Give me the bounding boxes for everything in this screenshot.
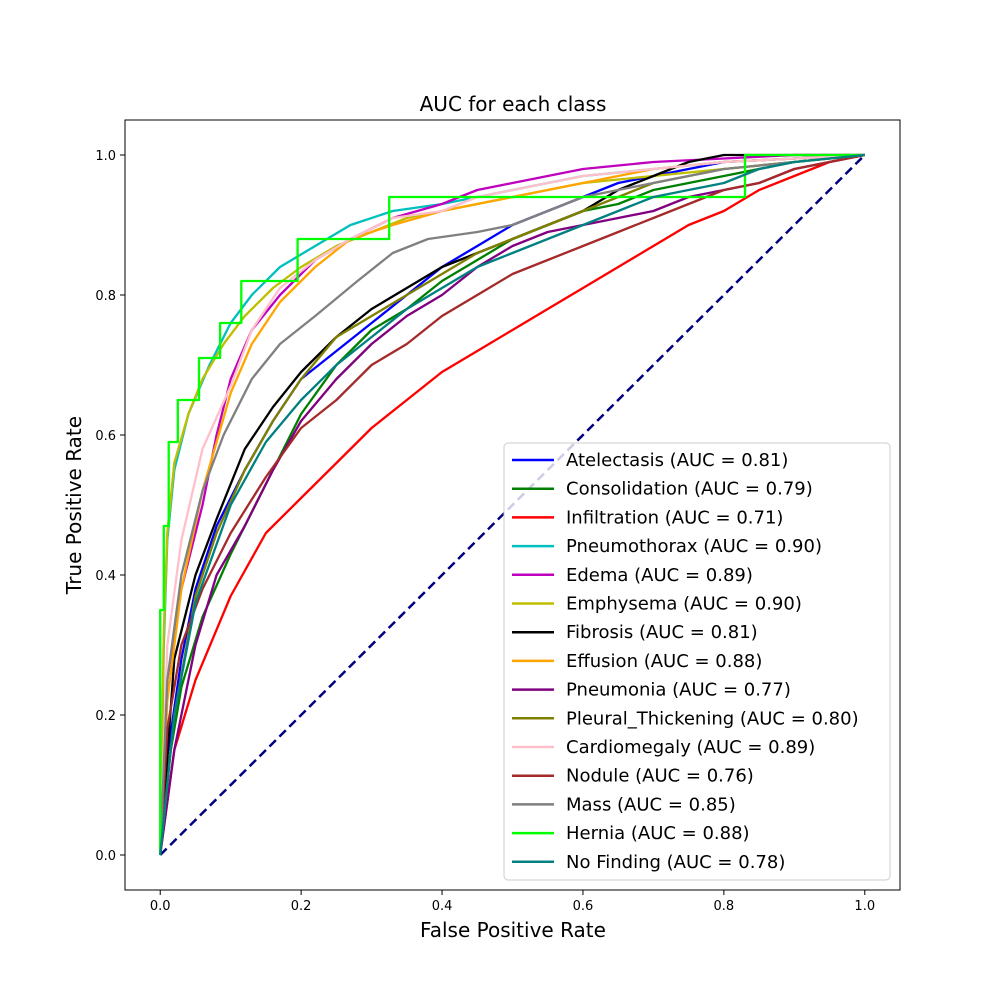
y-axis-label: True Positive Rate	[62, 416, 86, 595]
legend-label: Pneumonia (AUC = 0.77)	[566, 680, 791, 701]
y-tick-label: 1.0	[95, 149, 116, 164]
legend-label: Atelectasis (AUC = 0.81)	[566, 450, 788, 471]
roc-line-hernia	[159, 153, 865, 855]
legend-items: Atelectasis (AUC = 0.81) Consolidation (A…	[512, 450, 859, 873]
roc-line-mass	[159, 153, 865, 856]
y-tick-label: 0.6	[95, 429, 116, 444]
roc-line-pneumonia	[159, 153, 866, 856]
legend-label: Pneumothorax (AUC = 0.90)	[566, 536, 822, 557]
x-axis-ticks: 0.0 0.2 0.4 0.6 0.8 1.0	[150, 890, 875, 914]
legend-box	[503, 442, 891, 881]
legend-label: Pleural_Thickening (AUC = 0.80)	[566, 708, 859, 729]
x-tick-label: 0.2	[291, 899, 312, 914]
legend-label: Mass (AUC = 0.85)	[566, 794, 736, 815]
roc-line-atelectasis	[159, 153, 865, 856]
legend: Atelectasis (AUC = 0.81) Consolidation (A…	[503, 442, 891, 881]
y-tick-label: 0.8	[95, 289, 116, 304]
y-tick-label: 0.2	[95, 709, 116, 724]
legend-label: Cardiomegaly (AUC = 0.89)	[566, 737, 815, 758]
x-tick-label: 0.0	[150, 899, 171, 914]
roc-line-no	[159, 153, 865, 856]
legend-label: Fibrosis (AUC = 0.81)	[566, 622, 758, 643]
x-tick-label: 0.4	[432, 899, 453, 914]
chart-title: AUC for each class	[420, 92, 607, 116]
legend-label: Emphysema (AUC = 0.90)	[566, 594, 802, 615]
x-axis-label: False Positive Rate	[420, 918, 606, 942]
x-tick-label: 1.0	[854, 899, 875, 914]
legend-label: No Finding (AUC = 0.78)	[566, 852, 785, 873]
plot-area: 0.0 0.2 0.4 0.6 0.8 1.0 0.0 0.2 0.4 0.6 0.8 1.0	[95, 119, 901, 914]
x-tick-label: 0.8	[714, 899, 735, 914]
legend-label: Infiltration (AUC = 0.71)	[566, 507, 783, 528]
roc-line-cardiomegaly	[159, 153, 865, 856]
legend-label: Hernia (AUC = 0.88)	[566, 823, 750, 844]
roc-line-emphysema	[159, 153, 865, 856]
x-tick-label: 0.6	[573, 899, 594, 914]
y-tick-label: 0.0	[95, 849, 116, 864]
legend-label: Effusion (AUC = 0.88)	[566, 651, 762, 672]
roc-line-infiltration	[159, 153, 866, 856]
y-tick-label: 0.4	[95, 569, 116, 584]
y-axis-ticks: 0.0 0.2 0.4 0.6 0.8 1.0	[95, 149, 125, 864]
series-layer	[159, 153, 866, 856]
legend-label: Consolidation (AUC = 0.79)	[566, 479, 813, 500]
plot-frame	[124, 119, 901, 891]
legend-label: Edema (AUC = 0.89)	[566, 565, 753, 586]
legend-label: Nodule (AUC = 0.76)	[566, 766, 754, 787]
